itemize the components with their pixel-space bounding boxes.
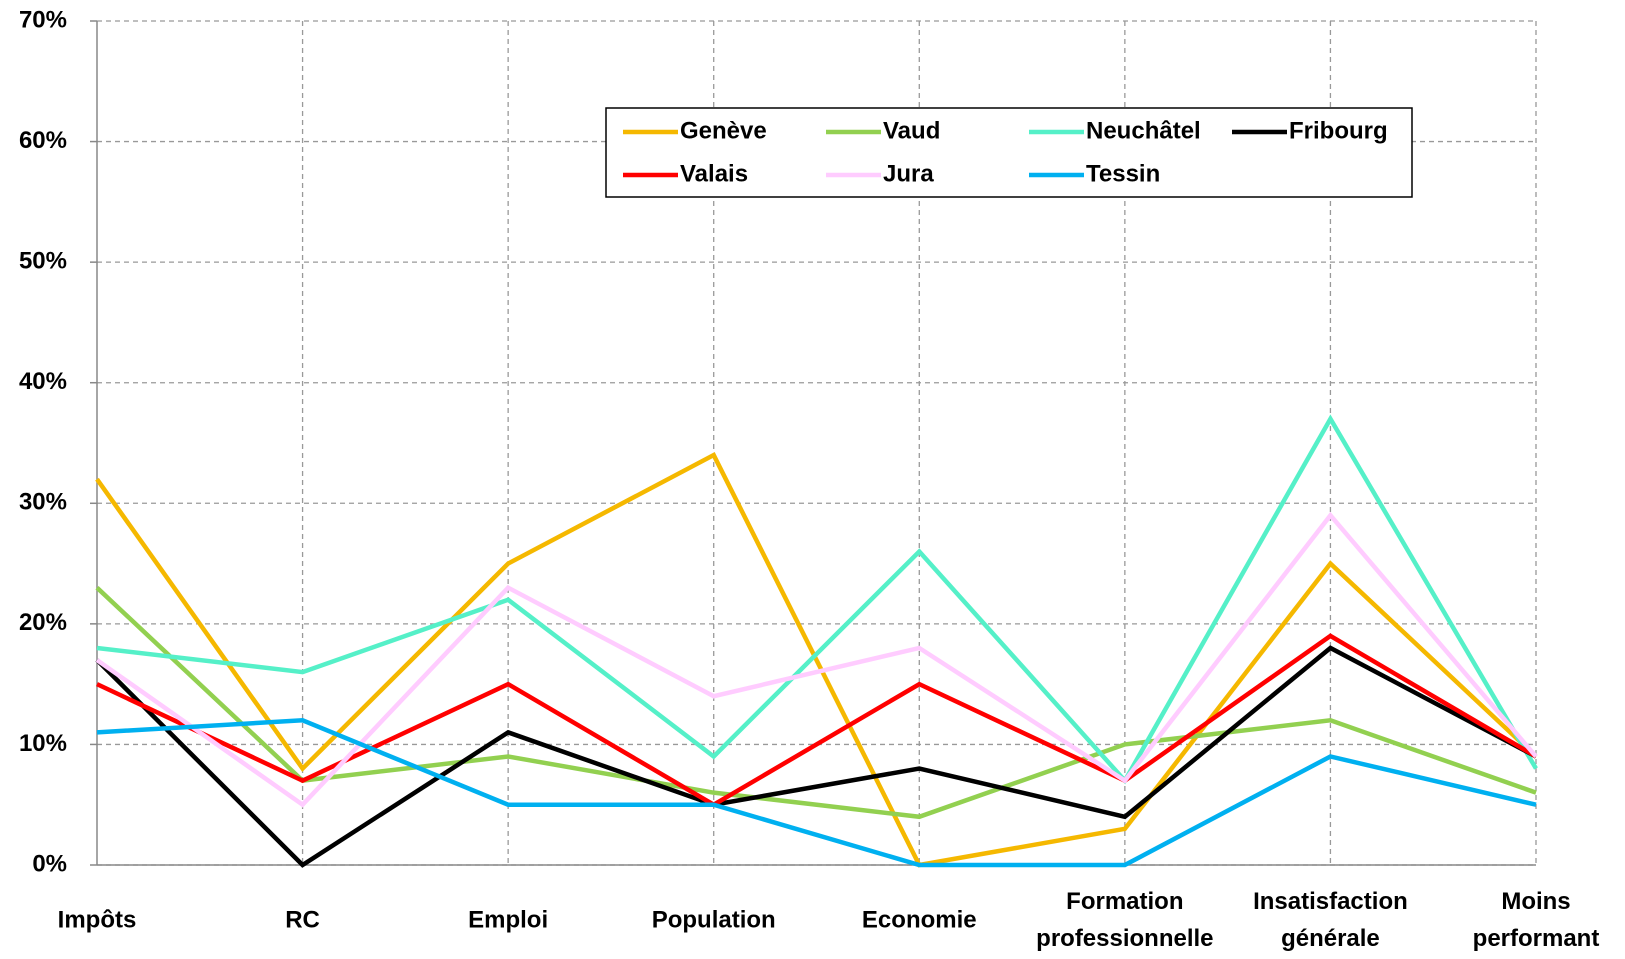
- legend-label: Genève: [680, 117, 767, 144]
- y-tick-label: 10%: [19, 730, 67, 757]
- x-tick-label: Emploi: [468, 906, 549, 934]
- y-tick-label: 70%: [19, 6, 67, 33]
- series-line: [96, 633, 1538, 808]
- y-tick-label: 50%: [19, 247, 67, 274]
- legend-label: Jura: [883, 160, 934, 187]
- x-tick-label: Population: [651, 906, 776, 934]
- y-tick-label: 60%: [19, 127, 67, 154]
- y-tick-label: 0%: [32, 850, 67, 877]
- series-line: [96, 718, 1537, 868]
- legend-label: Neuchâtel: [1086, 117, 1201, 144]
- series-line: [96, 414, 1538, 785]
- series-line: [95, 586, 1537, 820]
- series-line: [95, 645, 1538, 868]
- legend-label: Valais: [680, 160, 748, 187]
- legend-label: Fribourg: [1289, 117, 1388, 144]
- x-tick-label: Economie: [861, 906, 977, 934]
- legend-label: Tessin: [1086, 160, 1160, 187]
- y-tick-label: 30%: [19, 489, 67, 516]
- x-tick-label: RC: [285, 906, 320, 934]
- series-line: [95, 511, 1538, 808]
- legend-box: [605, 107, 1413, 198]
- y-tick-label: 20%: [19, 609, 67, 636]
- x-tick-label: Formation professionnelle: [1036, 888, 1214, 952]
- x-tick-label: Impôts: [57, 906, 137, 934]
- x-tick-label: Insatisfaction générale: [1253, 888, 1408, 952]
- y-tick-label: 40%: [19, 368, 67, 395]
- legend-label: Vaud: [883, 117, 940, 144]
- x-tick-label: Moins performant: [1472, 888, 1600, 952]
